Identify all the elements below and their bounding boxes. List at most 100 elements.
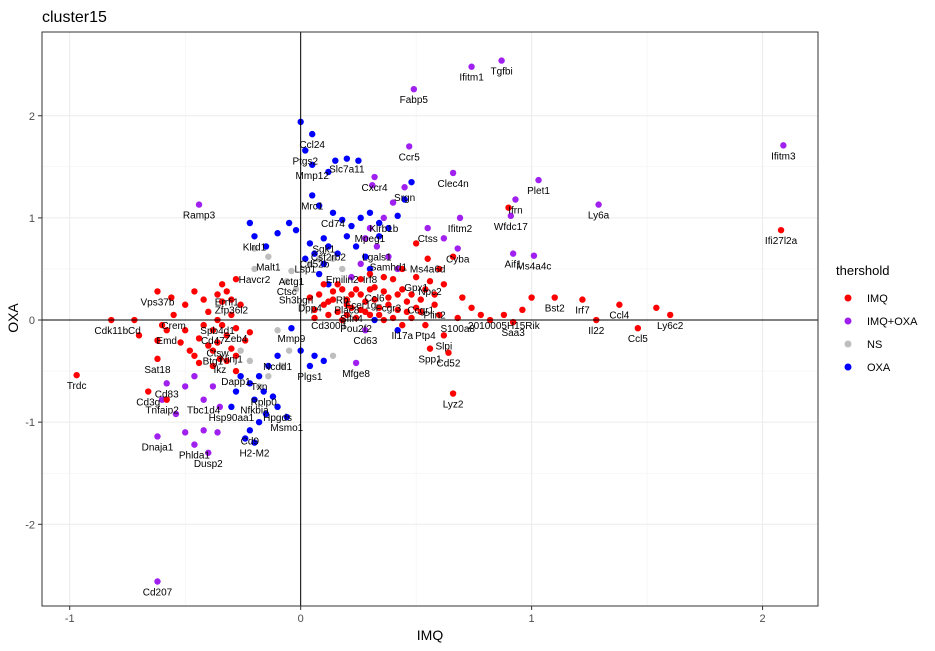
data-point [168,294,175,301]
data-point [417,296,424,303]
data-point [237,372,244,380]
data-point [265,372,272,380]
data-point [357,214,364,222]
point-label: Mmp12 [296,171,330,182]
data-point [292,226,300,234]
data-point [355,157,362,164]
data-point [172,410,180,418]
data-point [223,357,230,365]
data-point [320,301,327,308]
data-point [285,219,293,227]
point-label: Rb [336,295,349,306]
data-point [320,357,327,365]
y-tick-label: 1 [29,213,35,225]
data-point [403,298,411,305]
data-point [255,372,263,380]
point-label: Il22 [588,326,605,337]
y-tick-label: -2 [25,519,35,531]
data-point [394,265,401,273]
data-point [283,413,291,421]
data-point [459,294,466,301]
data-point [181,327,189,334]
point-label: Wfdc17 [494,222,528,233]
point-label: Dusp2 [194,459,223,470]
point-label: Fabp5 [400,95,429,106]
point-label: Samhd1 [370,263,408,274]
data-point [145,388,152,395]
point-label: Saa3 [501,328,525,339]
point-label: Pou2f2 [340,324,372,335]
data-point [228,296,235,303]
data-point [246,329,254,336]
data-point [191,288,198,295]
data-point [265,253,272,260]
data-point [440,235,448,242]
data-point [468,304,475,311]
data-point [339,216,346,224]
data-point [426,345,434,352]
data-point [154,433,161,440]
data-point [191,352,198,359]
point-label: Plin2 [423,311,446,322]
point-label: Phlda1 [179,451,211,462]
data-point [375,304,383,311]
data-point [325,311,332,319]
point-label: Crem [161,321,185,332]
point-label: Zfp36l2 [215,306,249,317]
data-point [653,304,660,311]
data-point [519,306,526,314]
data-point [232,324,240,332]
data-point [666,311,674,319]
data-point [399,286,406,293]
data-point [375,311,383,319]
point-label: Actg1 [279,277,305,288]
data-point [158,321,166,329]
data-point [366,265,374,273]
data-point [339,265,346,273]
data-point [200,427,207,434]
y-tick-label: 2 [29,111,35,123]
legend-title: thershold [836,263,889,278]
data-point [366,224,374,232]
point-label: Ninj1 [220,355,243,366]
data-point [780,142,787,149]
data-point [357,260,364,268]
data-point [431,291,438,298]
data-point [362,327,369,334]
data-point [237,347,244,354]
data-point [634,324,642,332]
data-point [343,155,351,162]
data-point [154,578,161,585]
data-point [343,311,351,319]
x-axis-title: IMQ [417,627,444,643]
data-point [274,403,281,411]
data-point [535,176,542,184]
point-label: Ikz [213,365,226,376]
x-tick-label: 0 [298,613,304,625]
point-label: Cd3g [136,398,160,409]
data-point [228,345,235,352]
data-point [362,235,369,242]
data-point [449,390,457,397]
data-point [394,291,401,298]
data-point [274,327,281,334]
legend-label: IMQ [867,293,888,305]
point-label: Cd83 [155,389,179,400]
data-point [352,286,360,293]
point-label: Ifitm1 [459,73,484,84]
data-point [373,243,381,250]
data-point [369,182,376,189]
point-label: Slpi [436,341,453,352]
data-point [209,362,217,370]
point-label: Dnaja1 [142,442,174,453]
point-label: Plac8 [334,306,359,317]
data-point [320,281,327,288]
data-point [505,204,512,211]
data-point [385,294,392,301]
data-point [399,321,406,329]
point-label: Txn [251,382,268,393]
point-label: Bst2 [545,304,565,315]
data-point [309,192,316,199]
point-label: Ccr5 [399,152,421,163]
data-point [163,396,170,403]
